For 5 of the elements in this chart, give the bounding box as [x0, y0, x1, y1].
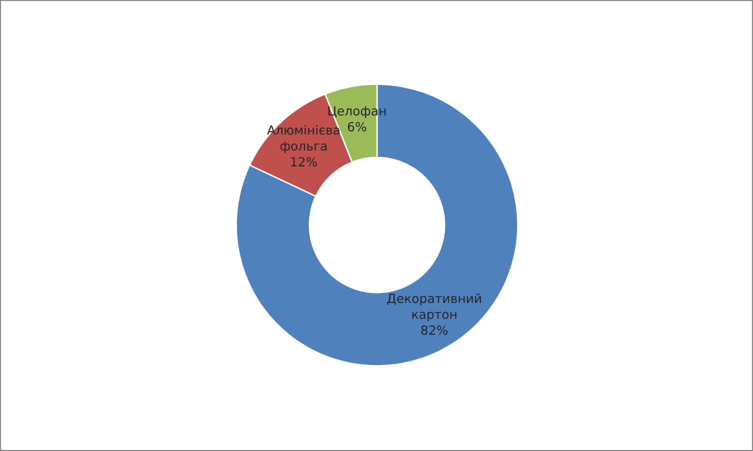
data-label: 12%	[291, 157, 317, 167]
data-label: 82%	[421, 325, 448, 335]
slice-label: Декоративний картон	[387, 293, 481, 322]
donut-slice	[236, 84, 518, 366]
data-label: 6%	[348, 122, 366, 132]
